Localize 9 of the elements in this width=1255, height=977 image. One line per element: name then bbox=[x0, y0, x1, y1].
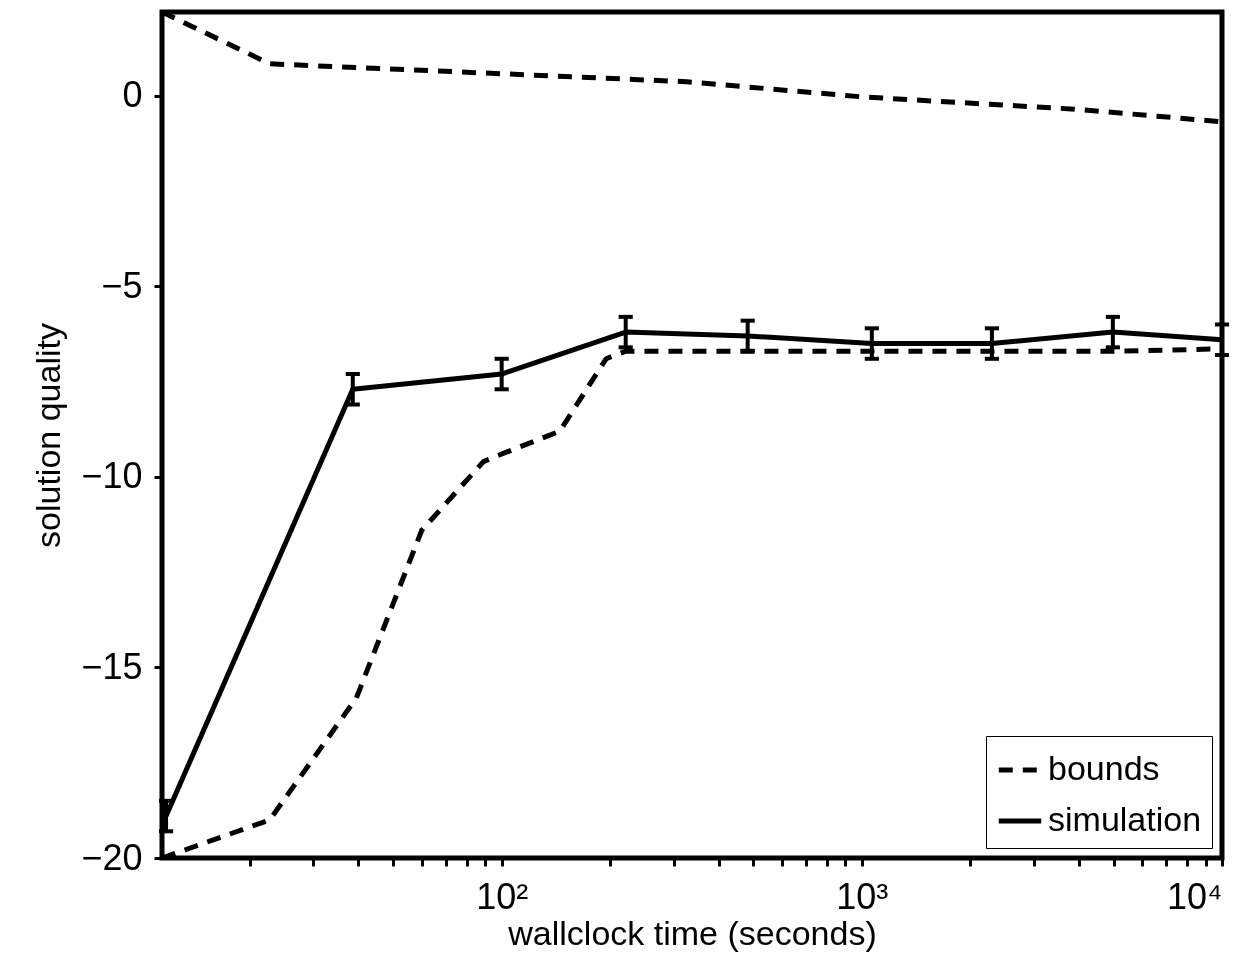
y-tick-label: −5 bbox=[101, 264, 143, 306]
legend-label: simulation bbox=[1048, 800, 1202, 838]
legend-label: bounds bbox=[1048, 749, 1160, 787]
y-tick-label: −10 bbox=[81, 455, 143, 497]
y-tick-label: −15 bbox=[81, 645, 143, 687]
x-tick-label: 10⁴ bbox=[1166, 875, 1223, 917]
y-tick-label: −20 bbox=[81, 836, 143, 878]
y-axis-title: solution quality bbox=[29, 323, 68, 548]
y-tick-label: 0 bbox=[122, 74, 143, 116]
